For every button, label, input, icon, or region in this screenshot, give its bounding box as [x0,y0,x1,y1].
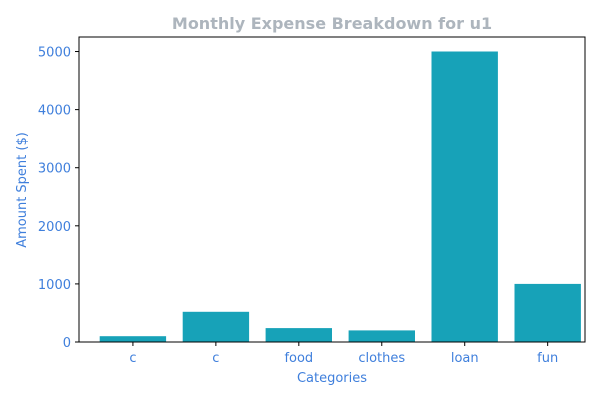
bars-group [99,51,581,342]
y-tick-label-5: 5000 [38,46,71,61]
bar-1 [182,311,250,342]
bar-4 [431,51,498,342]
x-tick-label-3: clothes [358,351,405,366]
y-tick-label-1: 1000 [38,278,71,293]
bar-2 [265,328,332,342]
y-tick-label-3: 3000 [38,162,71,177]
chart-title: Monthly Expense Breakdown for u1 [172,14,492,33]
x-tick-label-0: c [129,351,136,366]
x-tick-label-4: loan [451,351,479,366]
y-axis-ticks: 0 1000 2000 3000 4000 5000 [38,46,79,351]
x-tick-label-1: c [212,351,219,366]
x-axis-ticks: c c food clothes loan fun [129,342,558,366]
bar-5 [514,283,581,342]
bar-0 [99,336,167,342]
y-axis-label: Amount Spent ($) [15,132,30,248]
x-tick-label-2: food [284,351,313,366]
x-tick-label-5: fun [537,351,558,366]
plot-frame [78,36,586,343]
y-tick-label-4: 4000 [38,104,71,119]
bar-3 [348,330,415,342]
y-tick-label-0: 0 [63,336,71,351]
y-tick-label-2: 2000 [38,220,71,235]
x-axis-label: Categories [297,371,367,386]
